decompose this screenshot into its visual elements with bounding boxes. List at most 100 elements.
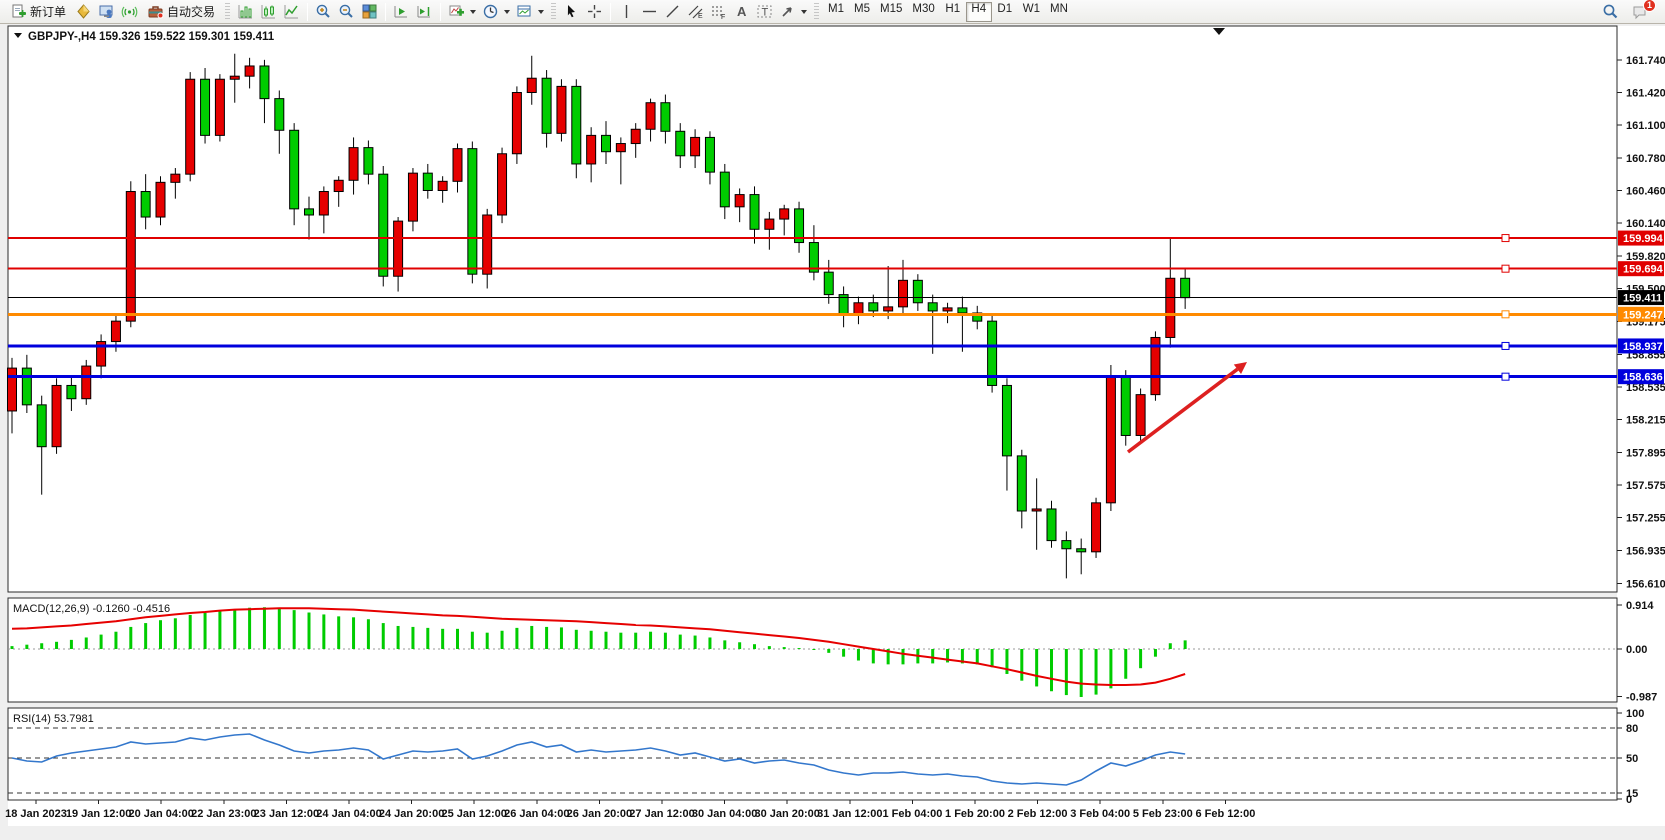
fibonacci-button[interactable]: F bbox=[707, 2, 730, 22]
gold-diamond-icon bbox=[75, 3, 92, 20]
candle-body bbox=[304, 208, 314, 216]
time-axis-label: 30 Jan 20:00 bbox=[754, 808, 819, 820]
new-order-button[interactable]: 新订单 bbox=[4, 2, 72, 22]
timeframe-M5[interactable]: M5 bbox=[854, 2, 871, 15]
rsi-pane[interactable] bbox=[7, 707, 1618, 801]
price-axis-label: 160.780 bbox=[1626, 153, 1665, 165]
candle-body bbox=[214, 78, 225, 136]
candle-body bbox=[868, 302, 879, 312]
timeframe-M1[interactable]: M1 bbox=[828, 2, 845, 15]
chart-window: 161.740 161.420 161.100 160.780 160.460 160.1… bbox=[0, 24, 1665, 835]
chevron-down-icon bbox=[504, 9, 511, 14]
candle-body bbox=[601, 134, 611, 153]
label-button[interactable]: T bbox=[753, 2, 776, 22]
hline-button[interactable] bbox=[638, 2, 661, 22]
price-line-chip bbox=[1618, 369, 1664, 385]
text-button[interactable]: A bbox=[730, 2, 753, 22]
candle-body bbox=[452, 148, 463, 182]
cursor-button[interactable] bbox=[560, 2, 583, 22]
time-axis-label: 22 Jan 23:00 bbox=[191, 808, 256, 820]
macd-axis-label: 0.914 bbox=[1626, 600, 1654, 612]
auto-trading-button[interactable]: 自动交易 bbox=[141, 2, 221, 22]
zoom-out-button[interactable] bbox=[335, 2, 358, 22]
candle-body bbox=[1120, 375, 1131, 436]
price-line-chip bbox=[1618, 338, 1664, 354]
toolbox-icon bbox=[147, 3, 164, 20]
time-axis-strip[interactable] bbox=[8, 800, 1665, 826]
candle-body bbox=[987, 320, 998, 386]
macd-axis-label: 0.00 bbox=[1626, 644, 1647, 656]
symbol-dropdown-icon[interactable] bbox=[14, 33, 22, 38]
tile-windows-icon bbox=[361, 3, 378, 20]
timeframe-H1[interactable]: H1 bbox=[945, 2, 961, 15]
candle-body bbox=[704, 136, 715, 173]
tile-windows-button[interactable] bbox=[358, 2, 381, 22]
chart-shift-button[interactable] bbox=[413, 2, 436, 22]
bar-chart-button[interactable] bbox=[234, 2, 257, 22]
search-icon bbox=[1602, 3, 1619, 20]
candle-body bbox=[482, 214, 493, 275]
candle-body bbox=[571, 85, 582, 165]
candle-body bbox=[1165, 277, 1176, 338]
line-handle[interactable] bbox=[1501, 310, 1510, 319]
price-line-chip-label: 159.994 bbox=[1623, 233, 1664, 245]
main-price-pane[interactable] bbox=[7, 25, 1618, 593]
zoom-in-button[interactable] bbox=[312, 2, 335, 22]
chart-shift-marker[interactable] bbox=[1213, 28, 1225, 35]
candle-body bbox=[244, 65, 255, 77]
candle-body bbox=[615, 143, 626, 153]
price-line-chip bbox=[1618, 261, 1664, 277]
templates-button[interactable] bbox=[513, 2, 547, 22]
price-axis-label: 156.935 bbox=[1626, 545, 1665, 557]
trend-arrow[interactable] bbox=[1126, 362, 1247, 454]
toolbar-grip bbox=[551, 2, 557, 21]
signals-button[interactable] bbox=[118, 2, 141, 22]
line-chart-button[interactable] bbox=[280, 2, 303, 22]
crosshair-button[interactable] bbox=[583, 2, 606, 22]
time-axis-label: 3 Feb 04:00 bbox=[1070, 808, 1130, 820]
price-axis-label: 157.575 bbox=[1626, 480, 1665, 492]
time-axis-label: 25 Jan 12:00 bbox=[441, 808, 506, 820]
time-axis-label: 1 Feb 20:00 bbox=[945, 808, 1005, 820]
candle-body bbox=[497, 153, 508, 216]
line-handle[interactable] bbox=[1501, 341, 1510, 350]
candle-body bbox=[779, 208, 790, 220]
notifications-button[interactable]: 1 bbox=[1628, 0, 1656, 22]
arrows-button[interactable] bbox=[776, 2, 810, 22]
timeframe-W1[interactable]: W1 bbox=[1022, 2, 1041, 15]
price-axis-strip[interactable] bbox=[1617, 26, 1665, 826]
periods-button[interactable] bbox=[479, 2, 513, 22]
line-handle[interactable] bbox=[1501, 264, 1510, 273]
time-axis-label: 20 Jan 04:00 bbox=[128, 808, 193, 820]
candle-body bbox=[125, 191, 136, 322]
timeframe-M30[interactable]: M30 bbox=[912, 2, 935, 15]
timeframe-D1[interactable]: D1 bbox=[997, 2, 1013, 15]
search-button[interactable] bbox=[1599, 2, 1622, 22]
candle-body bbox=[1135, 394, 1146, 436]
channel-button[interactable]: E bbox=[684, 2, 707, 22]
candle-chart-button[interactable] bbox=[257, 2, 280, 22]
market-watch-button[interactable] bbox=[95, 2, 118, 22]
indicators-button[interactable] bbox=[445, 2, 479, 22]
line-handle[interactable] bbox=[1501, 234, 1510, 243]
timeframe-MN[interactable]: MN bbox=[1050, 2, 1068, 15]
auto-scroll-button[interactable] bbox=[390, 2, 413, 22]
candle-body bbox=[1180, 277, 1191, 299]
time-axis-label: 24 Jan 20:00 bbox=[379, 808, 444, 820]
svg-text:F: F bbox=[721, 14, 725, 20]
rsi-axis-label: 50 bbox=[1626, 753, 1638, 765]
timeframe-H4[interactable]: H4 bbox=[965, 1, 992, 22]
candle-body bbox=[81, 365, 92, 400]
zoom-in-icon bbox=[315, 3, 332, 20]
timeframe-M15[interactable]: M15 bbox=[880, 2, 903, 15]
auto-scroll-icon bbox=[393, 3, 410, 20]
time-axis-label: 19 Jan 12:00 bbox=[66, 808, 131, 820]
line-handle[interactable] bbox=[1501, 372, 1510, 381]
vline-button[interactable] bbox=[615, 2, 638, 22]
candle-body bbox=[823, 271, 834, 296]
candle-body bbox=[630, 128, 641, 145]
candlestick-series bbox=[7, 53, 1191, 579]
data-folder-button[interactable] bbox=[72, 2, 95, 22]
trendline-button[interactable] bbox=[661, 2, 684, 22]
svg-text:A: A bbox=[737, 4, 747, 19]
